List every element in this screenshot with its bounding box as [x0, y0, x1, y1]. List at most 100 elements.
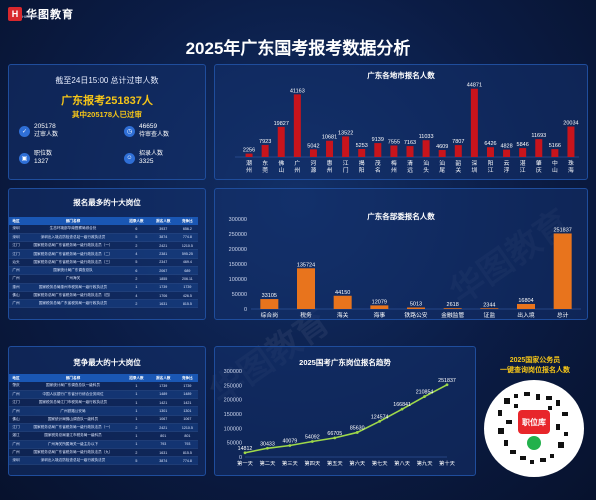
point [243, 451, 247, 455]
stat-label: 待审查人数 [139, 132, 170, 138]
tick-label: 揭 [359, 159, 365, 167]
table-row[interactable]: 江门 国家税务总局广东省税务局一级行政执法员（一） 2 2421 1210.5 [9, 423, 198, 433]
table-cell: 1631 [149, 448, 177, 458]
table-cell: 国家税务总局广东省税务局一级行政执法员 [23, 299, 123, 309]
table-row[interactable]: 佛山 国家税务总局广东省税务局一级行政执法员（四） 4 1706 426.5 [9, 291, 198, 301]
table-cell: 广州 [9, 299, 23, 309]
table-cell: 815.5 [176, 448, 198, 458]
table-row[interactable]: 广州 国家税务总局广东省税务局一级行政执法员（九） 2 1631 815.5 [9, 448, 198, 458]
table-row[interactable]: 广州 广州海关所属海关一级主办以下 1 793 793 [9, 440, 198, 449]
bar [390, 145, 398, 157]
tick-label: 第九天 [417, 459, 434, 467]
clock-icon: ◷ [124, 125, 135, 137]
table-row[interactable]: 江门 国家税务总局广东省税务局一级行政执法员（一） 2 2421 1210.5 [9, 241, 198, 251]
data-label: 7807 [452, 139, 464, 145]
data-label: 33105 [262, 293, 277, 299]
table-row[interactable]: 惠州 国家税务总局惠州市税务局一级行政执法员 1 1739 1739 [9, 283, 198, 292]
table-cell: 国家统计局佛山调查队一级科员 [23, 415, 123, 425]
table-cell: 774.8 [176, 233, 198, 243]
table-row[interactable]: 深圳 生态环境部华南督察局综合处 6 3937 656.2 [9, 225, 198, 234]
table-cell: 1067 [149, 415, 177, 425]
y-tick-label: 0 [244, 307, 247, 313]
tick-label: 出入境 [517, 311, 535, 319]
stat-approved: ✓ 205178 过审人数 [19, 123, 58, 139]
bar [470, 88, 478, 157]
table-cell: 国家税务总局广东省税务局一级行政执法员（二） [23, 249, 123, 259]
tick-label: 第七天 [372, 459, 389, 467]
table-cell: 1739 [149, 283, 177, 292]
bar [553, 233, 572, 309]
table-cell: 深圳出入境边防检查总站一级行政执法员 [23, 233, 123, 243]
bar [309, 149, 317, 157]
data-label: 124574 [371, 414, 389, 420]
point [288, 444, 292, 447]
data-label: 16804 [518, 298, 533, 304]
table-cell: 1739 [149, 382, 177, 391]
table-row[interactable]: 佛山 国家统计局佛山调查队一级科员 1 1067 1067 [9, 415, 198, 425]
table-cell: 国家税务总局江门市税务局一级行政执法员 [23, 398, 123, 408]
table-row[interactable]: 江门 国家税务总局江门市税务局一级行政执法员 1 1421 1421 [9, 398, 198, 408]
table-cell: 佛山 [9, 415, 23, 425]
data-label: 5846 [517, 142, 529, 148]
bar [486, 147, 494, 157]
tick-label: 清 [407, 159, 413, 167]
dept-chart-title: 广东各部委报名人数 [367, 212, 435, 221]
tick-label: 东 [262, 159, 268, 167]
col-header: 招录人数 [123, 374, 150, 382]
data-label: 5253 [356, 143, 368, 149]
tick-label: 深 [471, 159, 477, 167]
table-cell: 2347 [149, 258, 177, 268]
table-cell: 793 [176, 440, 198, 449]
brand-name: 华图教育 [26, 9, 74, 21]
tick-label: 名 [375, 166, 381, 174]
table-cell: 1210.5 [176, 241, 198, 251]
table-row[interactable]: 江门 国家税务总局广东省税务局一级行政执法员（二） 4 2381 595.25 [9, 249, 198, 259]
table-cell: 2421 [149, 423, 177, 433]
tick-label: 海 [568, 166, 574, 174]
bar [374, 143, 382, 157]
bar [438, 149, 446, 157]
table-row[interactable]: 广州 国家统计局广东调查总队 6 2067 689 [9, 266, 198, 276]
table-cell: 深圳 [9, 225, 23, 234]
check-icon: ✓ [19, 125, 30, 137]
brand-logo[interactable]: H 华图教育 [8, 6, 74, 22]
table-row[interactable]: 深圳 深圳出入境边防检查总站一级行政执法员 5 3874 774.8 [9, 456, 198, 466]
brand-sub: HUATU.COM [22, 14, 46, 19]
table-cell: 广州铁路公安局 [23, 406, 123, 416]
tick-label: 关 [455, 166, 461, 174]
table-cell: 1 [123, 415, 150, 425]
table-row[interactable]: 湛江 国家税务总局湛江市税务局一级科员 1 801 801 [9, 431, 198, 441]
qr-code[interactable]: 职位库 [484, 380, 584, 477]
stat-value: 46659 [139, 123, 158, 130]
tick-label: 中 [552, 159, 558, 167]
page-title: 2025年广东国考报考数据分析 [185, 39, 411, 58]
table-cell: 1739 [176, 382, 198, 391]
table-row[interactable]: 深圳 深圳出入境边防检查总站一级行政执法员 5 3874 774.8 [9, 233, 198, 243]
data-label: 4609 [436, 144, 448, 150]
data-label: 5013 [410, 301, 422, 307]
table-cell: 广州 [9, 390, 23, 400]
table-row[interactable]: 肇庆 国家统计局广东调查总队一级科员 1 1739 1739 [9, 382, 198, 391]
table-cell: 2 [123, 299, 150, 309]
point [355, 431, 359, 434]
tick-label: 第五天 [327, 459, 344, 467]
y-tick-label: 50000 [232, 292, 247, 298]
table-row[interactable]: 广州 广州铁路公安局 1 1301 1301 [9, 406, 198, 416]
table-cell: 595.25 [176, 249, 198, 259]
table-row[interactable]: 广州 国家税务总局广东省税务局一级行政执法员 2 1631 815.5 [9, 299, 198, 309]
briefcase-icon: ▣ [19, 152, 30, 164]
table-cell: 656.2 [176, 225, 198, 234]
table-row[interactable]: 广州 中国人民银行广东省分行综合业务岗位 1 1489 1489 [9, 390, 198, 400]
table-cell: 广州海关所属海关一级主办以下 [23, 440, 123, 449]
tick-label: 惠 [327, 159, 333, 167]
comp-jobs-title: 竞争最大的十大岗位 [73, 358, 141, 367]
table-row[interactable]: 汕头 国家税务总局广东省税务局一级行政执法员（三） 5 2347 469.4 [9, 258, 198, 268]
table-row[interactable]: 广州 广州海关 2 1855 206.11 [9, 274, 198, 284]
data-label: 7555 [388, 140, 400, 146]
table-cell: 江门 [9, 423, 23, 433]
table-cell: 深圳 [9, 233, 23, 243]
col-header: 招录人数 [123, 217, 150, 225]
table-cell: 2 [123, 274, 150, 284]
promo-line2: 一键查询岗位报名人数 [500, 367, 570, 374]
y-tick-label: 300000 [224, 369, 242, 375]
